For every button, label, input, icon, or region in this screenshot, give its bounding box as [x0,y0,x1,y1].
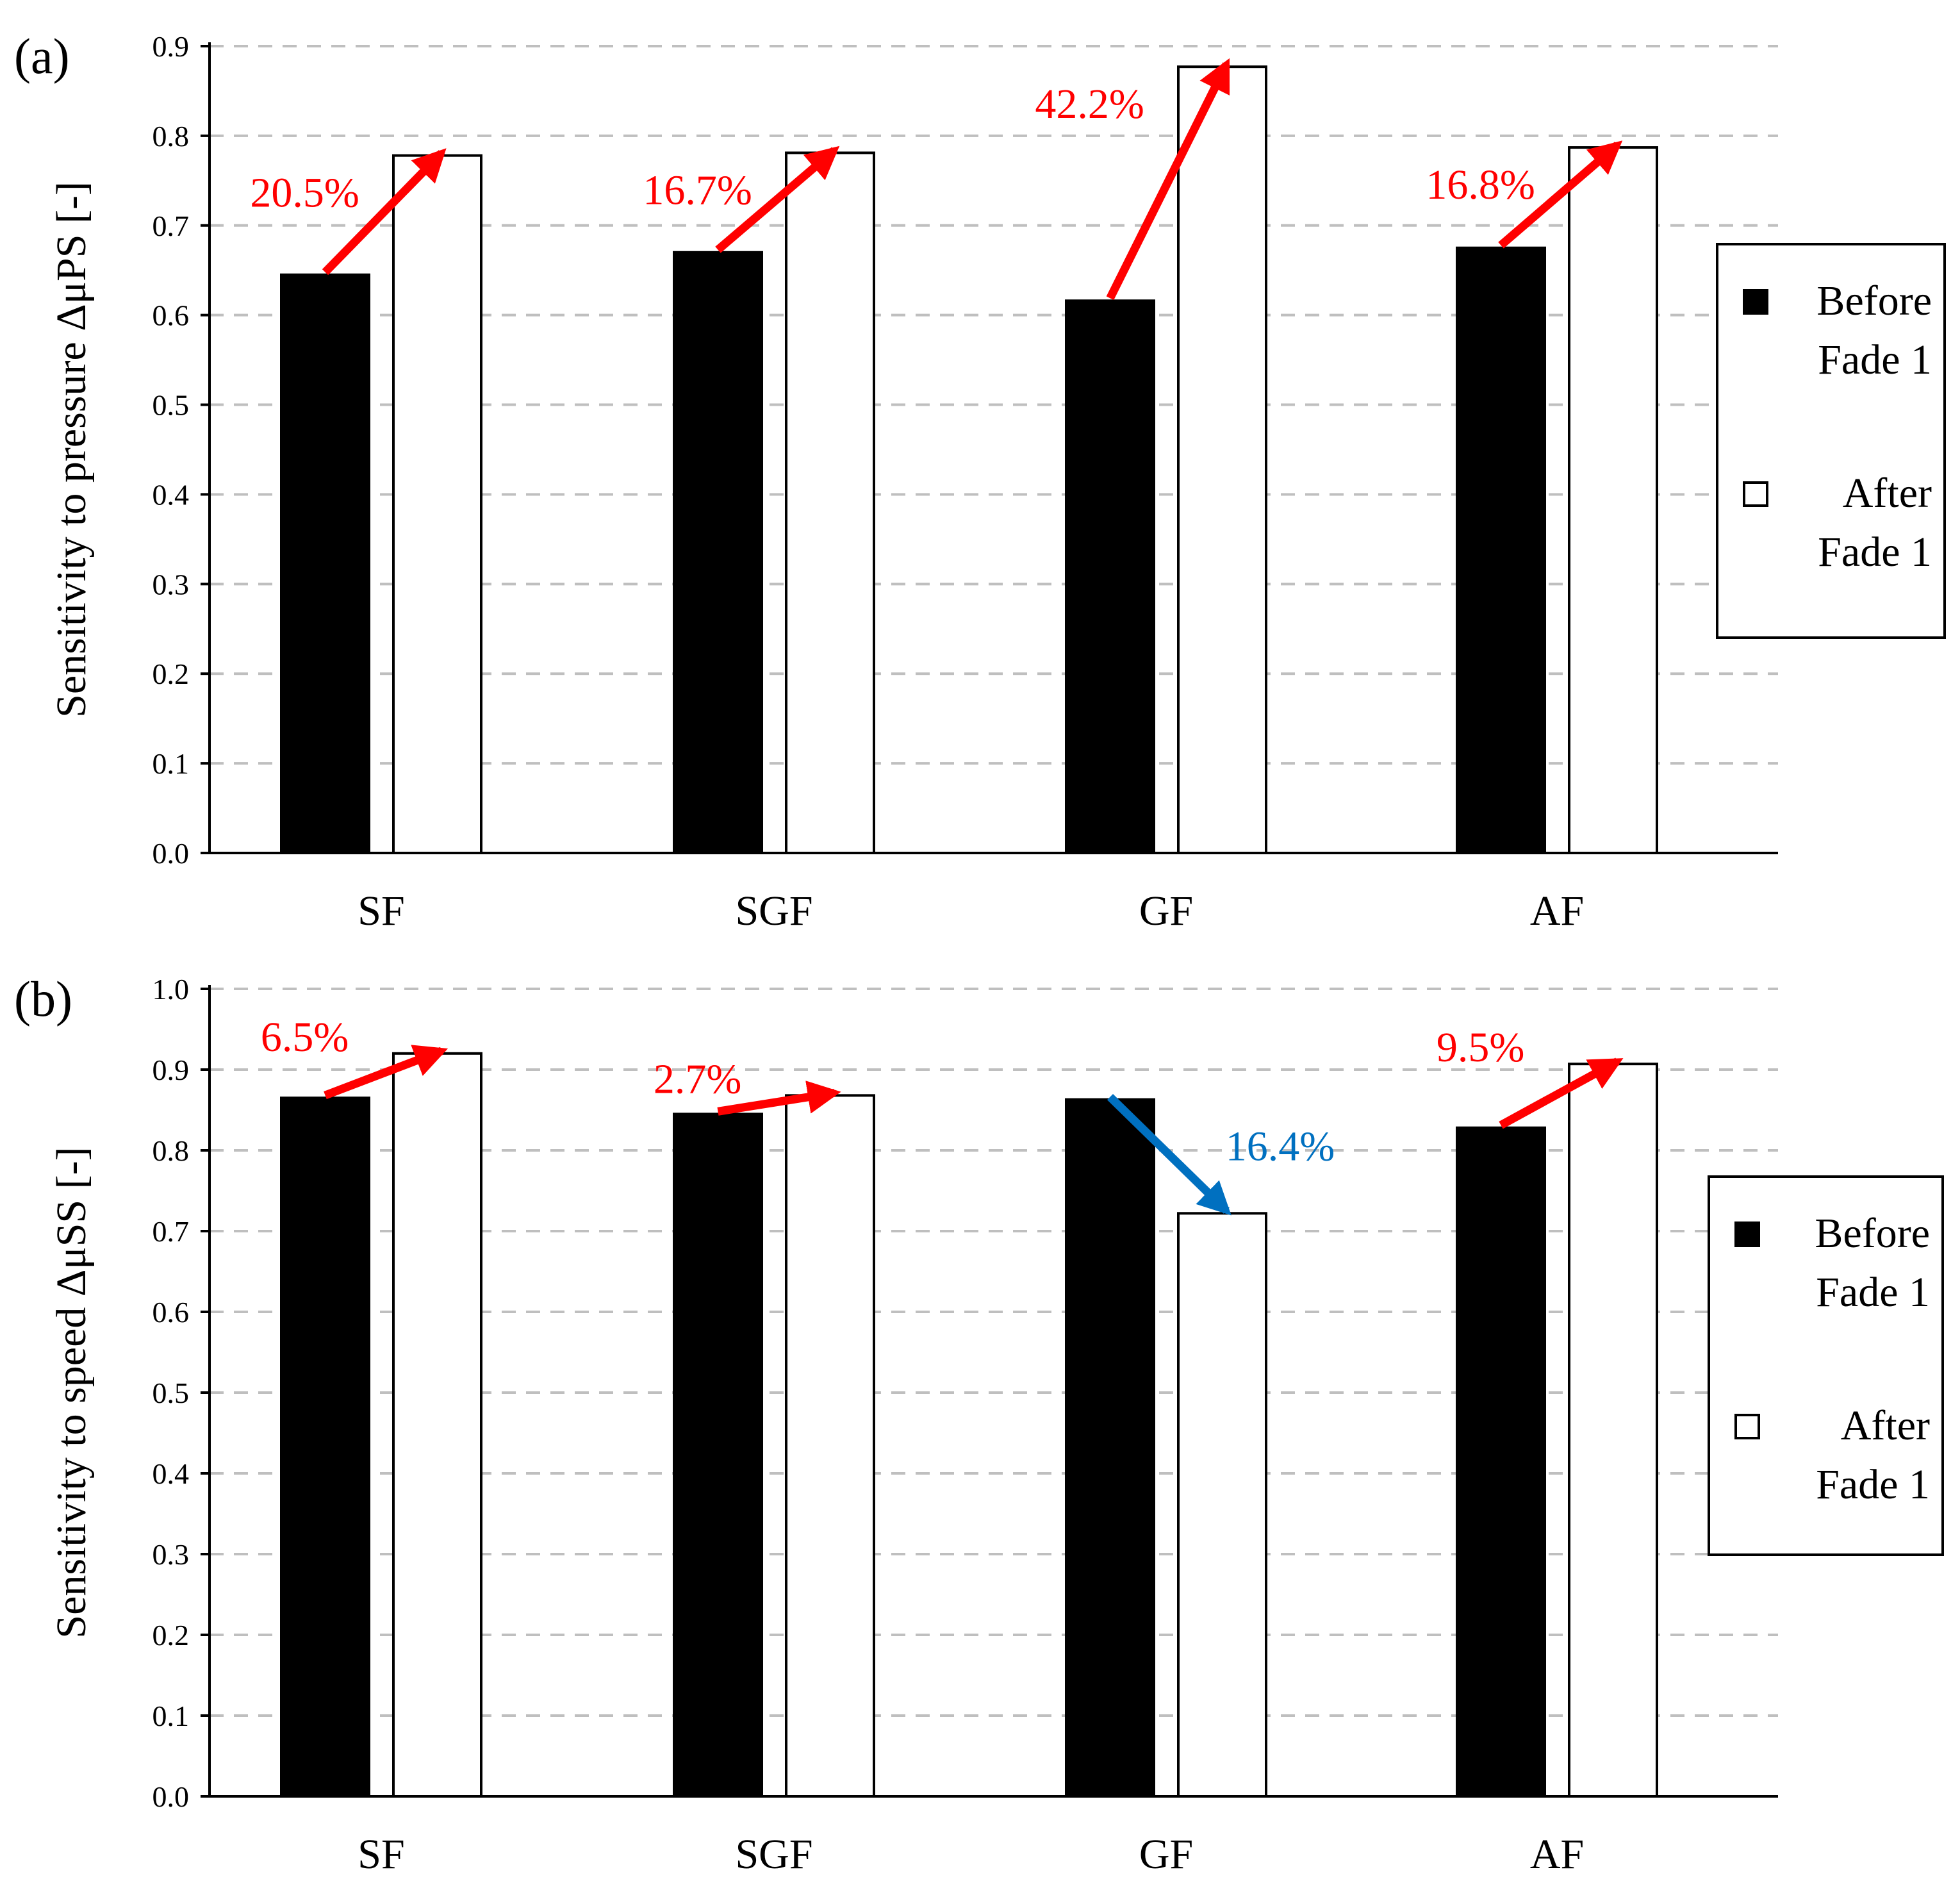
y-tick-label: 1.0 [152,973,190,1006]
y-tick-label: 0.2 [152,1619,190,1652]
bar-after-sgf [785,1094,875,1798]
change-label-sgf: 16.7% [643,167,752,213]
legend-swatch-after [1743,481,1768,507]
x-tick-label: SF [358,1831,404,1878]
change-label-af: 16.8% [1426,161,1535,208]
change-label-gf: 16.4% [1226,1123,1335,1170]
legend-label: Fade 1 [1818,336,1932,383]
y-tick-label: 0.1 [152,747,190,780]
y-tick-label: 0.3 [152,568,190,600]
y-axis-label: Sensitivity to pressure ΔμPS [-] [48,181,95,718]
y-tick-label: 0.6 [152,1296,190,1329]
y-tick-label: 0.7 [152,210,190,242]
legend-label: Fade 1 [1816,1461,1930,1508]
legend-swatch-after [1734,1414,1760,1439]
change-label-sf: 6.5% [261,1014,349,1061]
bar-after-gf [1177,1212,1267,1798]
y-tick-label: 0.8 [152,1134,190,1167]
legend-box [1716,243,1946,639]
bar-before-gf [1065,1098,1155,1798]
legend: Before Fade 1 After Fade 1 [1708,1175,1944,1556]
y-tick-label: 0.1 [152,1700,190,1732]
bar-after-sgf [785,151,875,854]
change-label-af: 9.5% [1437,1024,1524,1071]
y-tick-label: 0.9 [152,1054,190,1086]
bar-after-sf [392,154,482,855]
legend-label: Before [1815,1210,1930,1257]
change-arrow-af [1498,140,1623,249]
change-arrow-sf [322,148,447,276]
bar-before-sgf [673,251,763,854]
y-tick-label: 0.3 [152,1538,190,1571]
legend-label: Fade 1 [1816,1269,1930,1316]
y-axis-label: Sensitivity to speed ΔμSS [-] [48,1147,95,1638]
legend-label: Fade 1 [1818,529,1932,576]
bar-before-af [1456,1126,1546,1798]
change-label-sf: 20.5% [250,170,359,217]
bar-before-gf [1065,299,1155,855]
change-label-gf: 42.2% [1035,81,1144,128]
bar-before-sf [280,273,370,854]
y-tick-label: 0.0 [152,1780,190,1813]
y-tick-label: 0.7 [152,1215,190,1248]
x-tick-label: AF [1530,888,1584,934]
bar-after-af [1568,146,1658,854]
bar-before-sgf [673,1113,763,1798]
y-tick-label: 0.9 [152,30,190,63]
x-tick-label: SF [358,888,404,934]
change-arrow-gf [1106,58,1231,301]
legend-label: Before [1816,277,1932,324]
x-tick-label: GF [1139,1831,1193,1878]
y-tick-label: 0.0 [152,837,190,870]
legend-swatch-before [1734,1221,1760,1247]
y-tick-label: 0.6 [152,299,190,332]
legend-label: After [1843,470,1932,517]
chart-panel-a: (a) 0.0 0.1 0.2 0.3 0.4 0.5 0.6 0.7 0.8 0.9 Sensiti… [14,28,1946,934]
x-tick-label: GF [1139,888,1193,934]
bar-after-af [1568,1063,1658,1798]
x-tick-label: SGF [735,1831,812,1878]
bar-before-af [1456,246,1546,854]
panel-label: (a) [14,28,70,84]
legend: Before Fade 1 After Fade 1 [1716,243,1946,639]
bar-before-sf [280,1097,370,1798]
bar-after-gf [1177,65,1267,855]
y-tick-label: 0.2 [152,658,190,690]
y-tick-label: 0.4 [152,478,190,511]
bar-after-sf [392,1052,482,1798]
chart-panel-b: (b) 0.0 0.1 0.2 0.3 0.4 0.5 0.6 0.7 0.8 0.9 1.0 Sens… [14,971,1944,1878]
y-tick-label: 0.5 [152,389,190,422]
change-arrow-sgf [717,1081,841,1116]
change-arrow-gf [1107,1093,1231,1216]
change-arrow-af [1499,1057,1624,1129]
x-tick-label: SGF [735,888,812,934]
y-tick-label: 0.4 [152,1457,190,1490]
legend-label: After [1841,1402,1930,1449]
y-tick-label: 0.8 [152,120,190,153]
change-arrow-sf [324,1045,449,1100]
change-arrow-sgf [715,145,840,253]
panel-label: (b) [14,971,72,1027]
legend-swatch-before [1743,289,1768,315]
x-tick-label: AF [1530,1831,1584,1878]
change-label-sgf: 2.7% [654,1056,741,1102]
y-tick-label: 0.5 [152,1377,190,1409]
